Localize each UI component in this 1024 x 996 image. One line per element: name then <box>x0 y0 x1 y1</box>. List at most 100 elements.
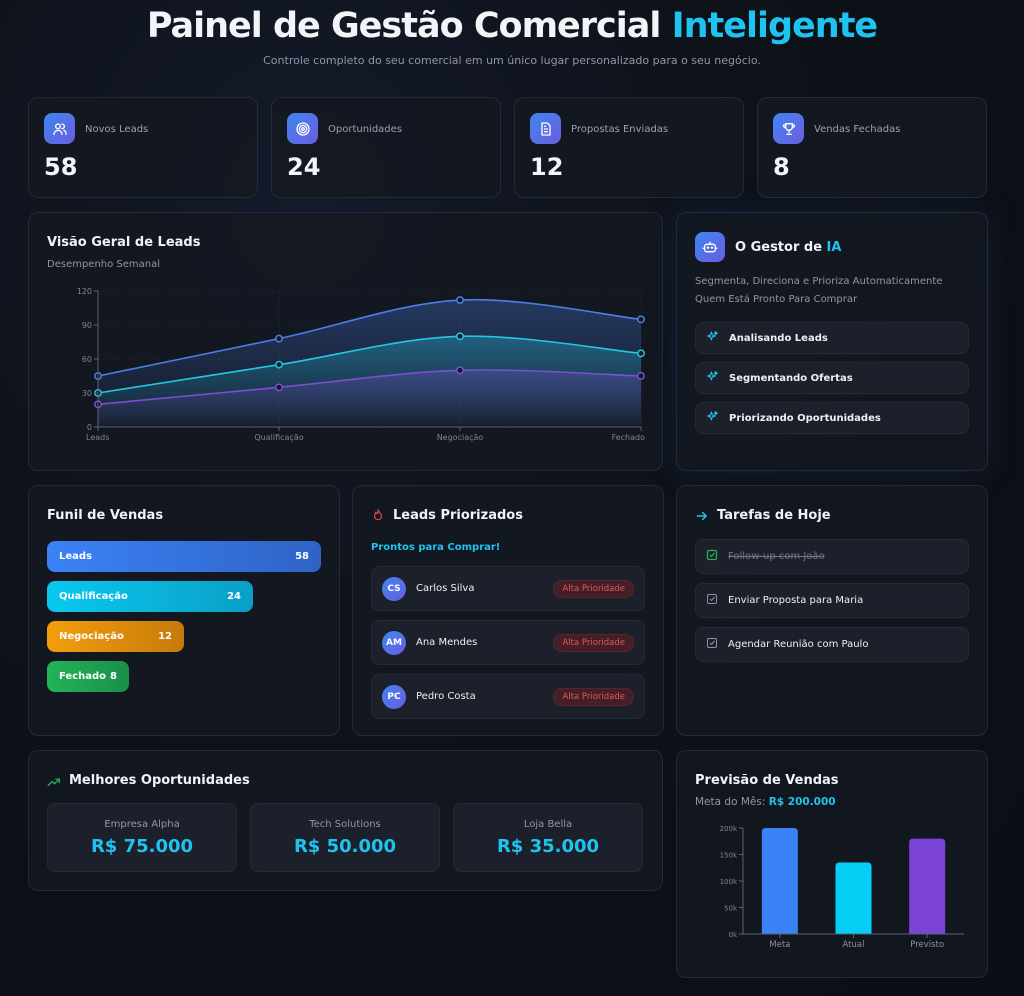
today-tasks-card: Tarefas de Hoje Follow-up com João Envia… <box>676 485 988 736</box>
task-label: Enviar Proposta para Maria <box>728 595 864 606</box>
lead-name: Ana Mendes <box>416 637 478 648</box>
series-line <box>97 335 642 394</box>
task-row[interactable]: Follow-up com João <box>695 539 969 574</box>
checkbox-checked-icon[interactable] <box>706 549 718 564</box>
funnel-bar-leads[interactable]: Leads 58 <box>47 541 321 572</box>
ai-item[interactable]: Priorizando Oportunidades <box>695 402 969 434</box>
page-title-main: Painel de Gestão Comercial <box>146 6 662 46</box>
fire-icon <box>371 507 385 527</box>
y-tick-label: 120 <box>77 287 92 296</box>
opportunity-card[interactable]: Tech Solutions R$ 50.000 <box>250 803 440 872</box>
goal-value: R$ 200.000 <box>768 796 836 808</box>
stat-label: Propostas Enviadas <box>571 124 669 135</box>
target-icon <box>287 113 318 144</box>
sales-forecast-card: Previsão de Vendas Meta do Mês: R$ 200.0… <box>676 750 988 978</box>
series-line <box>97 369 642 406</box>
stat-card-new-leads[interactable]: Novos Leads 58 <box>28 97 258 198</box>
stat-value: 24 <box>287 153 321 181</box>
ai-title-main: O Gestor de <box>735 240 823 255</box>
checkbox-icon[interactable] <box>706 593 718 608</box>
leads-overview-card: Visão Geral de Leads Desempenho Semanal … <box>28 212 663 471</box>
funnel-bar-qualification[interactable]: Qualificação 24 <box>47 581 253 612</box>
task-row[interactable]: Agendar Reunião com Paulo <box>695 627 969 662</box>
checkbox-icon[interactable] <box>706 637 718 652</box>
task-row[interactable]: Enviar Proposta para Maria <box>695 583 969 618</box>
x-tick-label: Leads <box>86 433 109 442</box>
ai-item[interactable]: Segmentando Ofertas <box>695 362 969 394</box>
opportunity-name: Tech Solutions <box>309 819 381 830</box>
opportunity-card[interactable]: Empresa Alpha R$ 75.000 <box>47 803 237 872</box>
funnel-value: 24 <box>227 591 241 602</box>
stat-value: 8 <box>773 153 790 181</box>
sparkles-icon <box>706 410 719 426</box>
sparkles-icon <box>706 370 719 386</box>
stat-card-opportunities[interactable]: Oportunidades 24 <box>271 97 501 198</box>
stat-label: Vendas Fechadas <box>814 124 901 135</box>
ai-item-label: Segmentando Ofertas <box>729 372 853 384</box>
ai-description: Segmenta, Direciona e Prioriza Automatic… <box>695 276 943 305</box>
task-label: Agendar Reunião com Paulo <box>728 639 869 650</box>
goal-label: Meta do Mês: <box>695 796 766 808</box>
ai-manager-card: O Gestor de IA Segmenta, Direciona e Pri… <box>676 212 988 471</box>
x-tick-label: Qualificação <box>254 433 303 442</box>
priority-badge: Alta Prioridade <box>553 579 634 598</box>
lead-row[interactable]: CS Carlos Silva Alta Prioridade <box>371 566 645 611</box>
best-opportunities-card: Melhores Oportunidades Empresa Alpha R$ … <box>28 750 663 891</box>
x-tick-label: Previsto <box>910 940 944 950</box>
lead-name: Pedro Costa <box>416 691 476 702</box>
ai-item[interactable]: Analisando Leads <box>695 322 969 354</box>
x-tick-label: Fechado <box>612 433 646 442</box>
sales-funnel-card: Funil de Vendas Leads 58 Qualificação 24… <box>28 485 340 736</box>
stat-card-closed-sales[interactable]: Vendas Fechadas 8 <box>757 97 987 198</box>
y-tick-label: 150k <box>720 852 738 860</box>
card-title: Visão Geral de Leads <box>47 235 201 250</box>
funnel-value: 58 <box>295 551 309 562</box>
page-header: Painel de Gestão Comercial Inteligente C… <box>0 0 1024 67</box>
card-title: Tarefas de Hoje <box>717 508 831 523</box>
users-icon <box>44 113 75 144</box>
leads-line-chart: 0 30 60 90 120 Leads Qualificação Negociação Fec… <box>77 287 646 442</box>
page-subtitle: Controle completo do seu comercial em um… <box>263 54 761 67</box>
trending-up-icon <box>47 773 61 792</box>
robot-icon <box>695 232 725 262</box>
avatar: CS <box>382 576 406 601</box>
ai-item-label: Analisando Leads <box>729 332 828 344</box>
funnel-value: 12 <box>158 631 172 642</box>
data-point <box>275 383 283 392</box>
funnel-bar-closed[interactable]: Fechado 8 <box>47 661 129 692</box>
funnel-label: Leads <box>59 551 93 562</box>
y-tick-label: 0 <box>87 423 92 432</box>
bar-previsto <box>909 838 946 934</box>
lead-name: Carlos Silva <box>416 583 475 594</box>
data-point <box>637 372 645 380</box>
funnel-value: 8 <box>110 671 117 682</box>
opportunity-value: R$ 75.000 <box>90 836 194 857</box>
task-label: Follow-up com João <box>728 551 825 562</box>
funnel-bar-negotiation[interactable]: Negociação 12 <box>47 621 184 652</box>
opportunity-name: Empresa Alpha <box>104 819 180 830</box>
x-tick-label: Negociação <box>437 433 484 442</box>
prioritized-leads-card: Leads Priorizados Prontos para Comprar! … <box>352 485 664 736</box>
y-tick-label: 50k <box>724 905 738 913</box>
priority-badge: Alta Prioridade <box>553 633 634 652</box>
stat-card-proposals[interactable]: Propostas Enviadas 12 <box>514 97 744 198</box>
data-point <box>275 360 283 369</box>
forecast-goal: Meta do Mês: R$ 200.000 <box>695 796 836 808</box>
y-tick-label: 90 <box>82 321 92 330</box>
series-line <box>97 298 642 377</box>
lead-row[interactable]: AM Ana Mendes Alta Prioridade <box>371 620 645 665</box>
avatar: PC <box>382 684 406 709</box>
lead-row[interactable]: PC Pedro Costa Alta Prioridade <box>371 674 645 719</box>
leads-subtitle: Prontos para Comprar! <box>371 542 501 553</box>
series-area <box>98 369 641 427</box>
trophy-icon <box>773 113 804 144</box>
opportunity-value: R$ 35.000 <box>496 836 600 857</box>
x-tick-label: Atual <box>843 940 865 950</box>
avatar: AM <box>382 630 406 655</box>
data-point <box>456 296 464 305</box>
priority-badge: Alta Prioridade <box>553 687 634 706</box>
y-tick-label: 100k <box>720 878 738 886</box>
sparkles-icon <box>706 330 719 346</box>
stat-value: 12 <box>530 153 564 181</box>
opportunity-card[interactable]: Loja Bella R$ 35.000 <box>453 803 643 872</box>
